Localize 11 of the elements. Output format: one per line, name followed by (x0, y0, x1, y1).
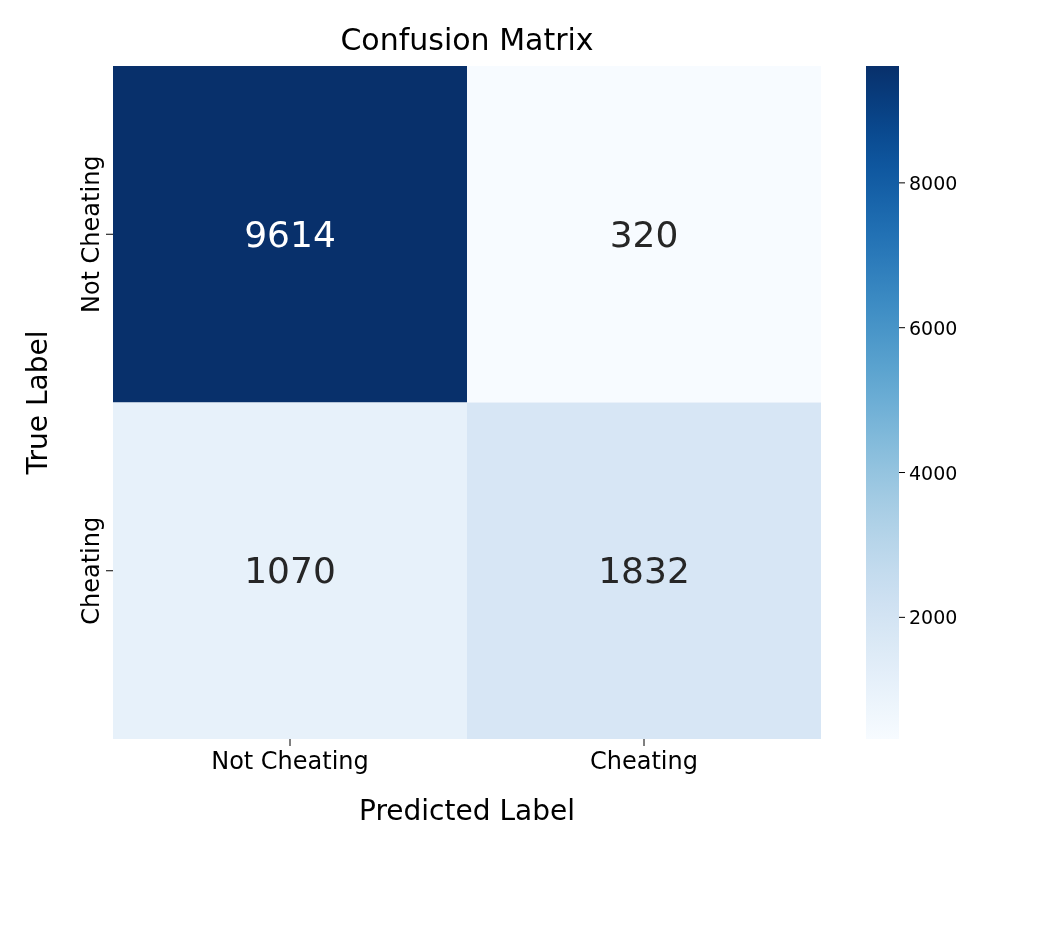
data-label: 9614 (244, 213, 336, 255)
chart-title: Confusion Matrix (340, 22, 594, 57)
color-bar-label: 4000 (909, 461, 958, 484)
data-label: 1070 (244, 550, 336, 592)
color-bar-label: 6000 (909, 316, 958, 339)
y-axis-title: True Label (21, 330, 54, 476)
x-axis-title: Predicted Label (359, 794, 575, 827)
color-bar-label: 2000 (909, 606, 958, 629)
color-bar-label: 8000 (909, 171, 958, 194)
data-label: 1832 (598, 550, 690, 592)
data-label: 320 (609, 213, 679, 255)
